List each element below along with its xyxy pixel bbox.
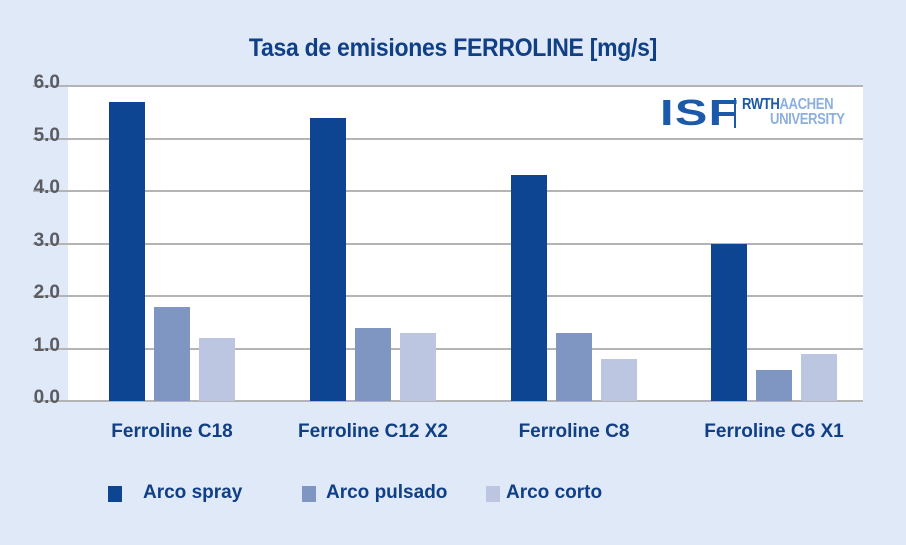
bar bbox=[154, 306, 190, 401]
bar bbox=[199, 338, 235, 401]
y-tick-label: 1.0 bbox=[33, 334, 60, 356]
logo-university: UNIVERSITY bbox=[770, 111, 845, 128]
y-tick-label: 3.0 bbox=[33, 229, 60, 251]
legend-label: Arco spray bbox=[143, 482, 243, 503]
logo-separator bbox=[734, 98, 736, 128]
legend-label: Arco corto bbox=[506, 482, 603, 503]
bar bbox=[109, 101, 145, 401]
logo-rwth: RWTH bbox=[742, 96, 780, 113]
gridline bbox=[68, 295, 863, 297]
x-tick-label: Ferroline C12 X2 bbox=[298, 421, 448, 442]
gridline bbox=[68, 400, 863, 402]
chart-title: Tasa de emisiones FERROLINE [mg/s] bbox=[248, 34, 658, 62]
bar bbox=[711, 243, 747, 401]
gridline bbox=[68, 85, 863, 87]
legend-swatch bbox=[486, 486, 500, 502]
gridline bbox=[68, 347, 863, 350]
y-tick-label: 5.0 bbox=[33, 124, 60, 146]
y-tick-mark bbox=[33, 400, 68, 402]
y-tick-mark bbox=[33, 242, 68, 245]
bar bbox=[556, 332, 592, 401]
bar bbox=[355, 327, 391, 401]
y-tick-mark bbox=[33, 85, 68, 87]
y-tick-label: 4.0 bbox=[33, 177, 60, 198]
x-tick-label: Ferroline C18 bbox=[111, 421, 233, 442]
y-tick-mark bbox=[33, 137, 68, 140]
plot-area bbox=[68, 85, 863, 402]
bar bbox=[310, 117, 346, 401]
y-tick-mark bbox=[33, 190, 68, 192]
logo-aachen: AACHEN bbox=[779, 96, 834, 113]
y-tick-mark bbox=[33, 295, 68, 297]
gridline bbox=[68, 242, 863, 245]
legend-swatch bbox=[302, 486, 316, 502]
gridline bbox=[68, 190, 863, 192]
logo-rwth-text: RWTHAACHEN bbox=[742, 96, 834, 113]
y-tick-mark bbox=[33, 347, 68, 350]
logo-isf-text: ISF bbox=[660, 92, 740, 133]
y-tick-label: 6.0 bbox=[33, 72, 60, 93]
bar bbox=[400, 332, 436, 401]
x-tick-label: Ferroline C6 X1 bbox=[704, 421, 844, 442]
legend-swatch bbox=[108, 486, 122, 502]
bar bbox=[511, 175, 547, 401]
y-tick-label: 0.0 bbox=[33, 387, 60, 408]
bar bbox=[801, 353, 837, 401]
y-tick-label: 2.0 bbox=[33, 282, 60, 303]
gridline bbox=[68, 137, 863, 140]
x-tick-label: Ferroline C8 bbox=[518, 421, 630, 442]
legend-label: Arco pulsado bbox=[326, 482, 448, 503]
isf-rwth-logo: ISF RWTHAACHEN UNIVERSITY bbox=[660, 92, 855, 133]
bar bbox=[601, 359, 637, 401]
bar bbox=[756, 369, 792, 401]
